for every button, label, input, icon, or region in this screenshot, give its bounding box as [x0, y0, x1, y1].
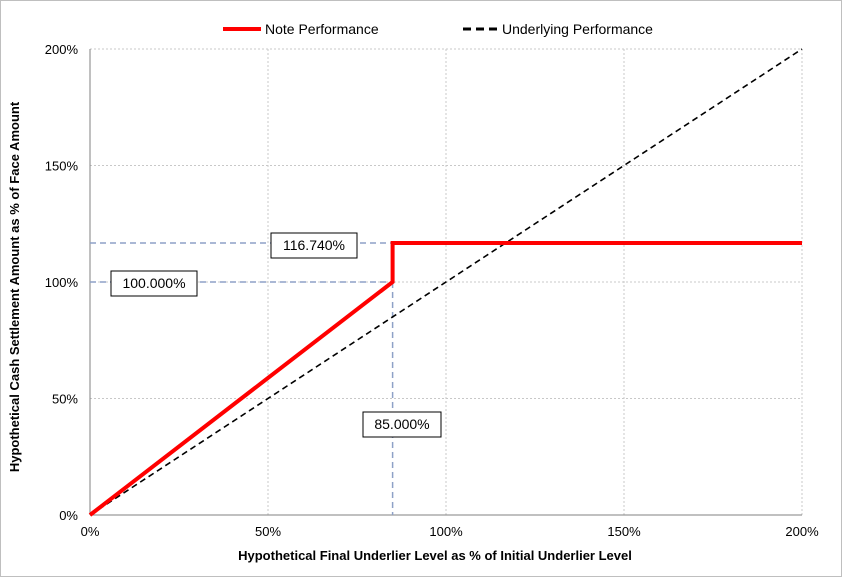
callout-strike-label: 85.000%: [374, 416, 429, 432]
callout-strike-box: [362, 411, 442, 438]
callout-upper-label: 116.740%: [283, 237, 345, 253]
legend-label-note-performance: Note Performance: [265, 21, 379, 37]
series-line-note-performance: [88, 241, 802, 517]
tick-labels: 0% 50% 100% 150% 200% 0% 50% 100% 150% 200%: [45, 42, 819, 539]
y-tick-label: 100%: [45, 275, 79, 290]
callout-upper: 116.740%: [270, 232, 358, 259]
series-line-underlying-performance: [89, 48, 803, 516]
legend-label-underlying-performance: Underlying Performance: [502, 21, 653, 37]
callout-upper-box: [270, 232, 358, 259]
y-axis-title: Hypothetical Cash Settlement Amount as %…: [7, 101, 22, 472]
x-tick-label: 0%: [81, 524, 100, 539]
callout-lower-label: 100.000%: [122, 275, 185, 291]
x-tick-label: 200%: [785, 524, 819, 539]
x-tick-label: 50%: [255, 524, 281, 539]
x-axis-title: Hypothetical Final Underlier Level as % …: [238, 548, 632, 563]
callout-strike: 85.000%: [362, 411, 442, 438]
callout-lower: 100.000%: [110, 270, 198, 297]
x-tick-label: 100%: [429, 524, 463, 539]
y-tick-label: 50%: [52, 392, 78, 407]
x-tick-label: 150%: [607, 524, 641, 539]
y-tick-label: 150%: [45, 159, 79, 174]
callout-lower-box: [110, 270, 198, 297]
y-tick-label: 200%: [45, 42, 79, 57]
y-tick-label: 0%: [59, 508, 78, 523]
series-lines: [88, 48, 803, 517]
legend: Note Performance Underlying Performance: [223, 21, 653, 37]
